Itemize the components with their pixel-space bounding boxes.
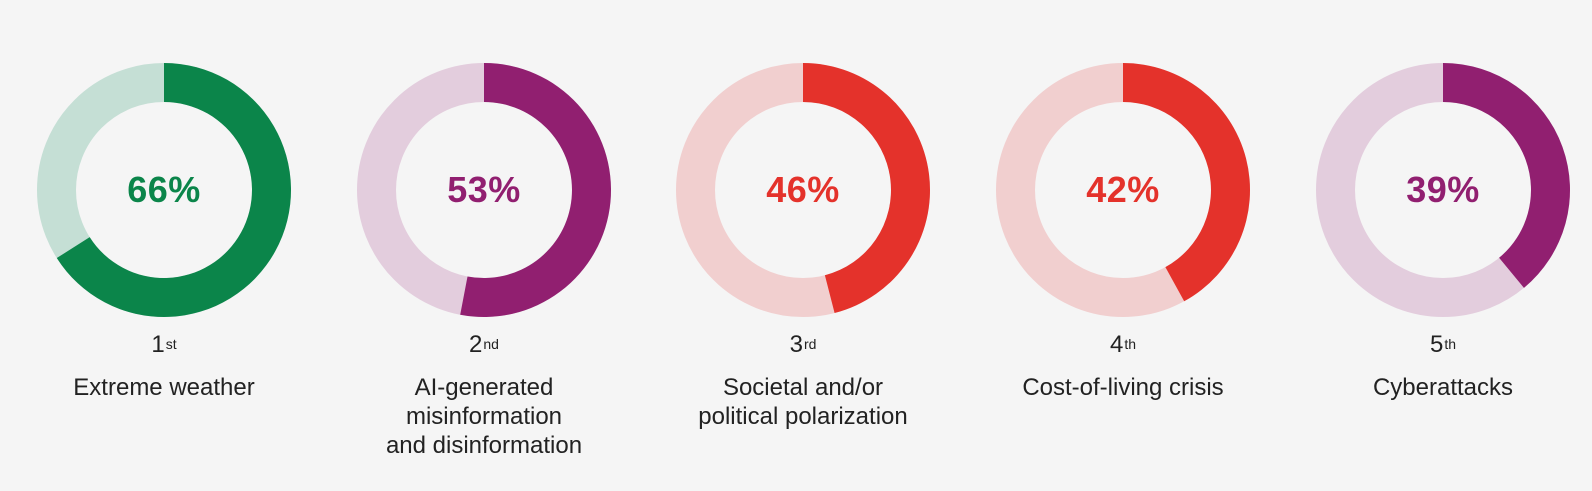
rank-label-2: 2nd [324, 330, 644, 360]
rank-number-1: 1 [151, 331, 165, 358]
donut-arc-1 [56, 63, 291, 317]
donut-arc-4 [1123, 63, 1250, 302]
risk-item-2: 53% 2nd AI-generated misinformation and … [324, 60, 644, 460]
risk-name-1: Extreme weather [73, 374, 255, 401]
rank-label-3: 3rd [643, 330, 963, 360]
risk-item-3: 46% 3rd Societal and/or political polari… [643, 60, 963, 431]
rank-suffix-1: st [165, 336, 177, 352]
rank-label-1: 1st [4, 330, 324, 360]
rank-label-5: 5th [1283, 330, 1592, 360]
percentage-label-3: 46% [766, 169, 840, 210]
risk-name-2: AI-generated misinformation and disinfor… [385, 374, 583, 459]
donut-chart-5: 39% [1313, 60, 1573, 320]
donut-arc-5 [1443, 63, 1570, 288]
donut-svg-2 [357, 63, 611, 317]
rank-suffix-2: nd [483, 336, 499, 352]
rank-number-5: 5 [1429, 331, 1444, 358]
risk-name-4: Cost-of-living crisis [1022, 374, 1224, 401]
rank-suffix-3: rd [803, 336, 817, 352]
donut-chart-3: 46% [673, 60, 933, 320]
rank-number-2: 2 [469, 331, 483, 358]
donut-svg-1 [37, 63, 291, 317]
rank-suffix-5: th [1444, 336, 1457, 352]
donut-chart-2: 53% [354, 60, 614, 320]
donut-svg-3 [676, 63, 930, 317]
risk-item-4: 42% 4th Cost-of-living crisis [963, 60, 1283, 402]
risk-name-5: Cyberattacks [1372, 374, 1514, 401]
rank-label-4: 4th [963, 330, 1283, 360]
rank-number-3: 3 [789, 331, 803, 358]
risk-item-1: 66% 1st Extreme weather [4, 60, 324, 402]
donut-arc-2 [460, 63, 611, 317]
rank-number-4: 4 [1109, 331, 1124, 358]
donut-svg-4 [996, 63, 1250, 317]
donut-chart-4: 42% [993, 60, 1253, 320]
percentage-label-5: 39% [1406, 169, 1480, 210]
percentage-label-4: 42% [1086, 169, 1160, 210]
risk-name-3: Societal and/or political polarization [698, 374, 908, 430]
percentage-label-1: 66% [127, 169, 201, 210]
percentage-label-2: 53% [447, 169, 521, 210]
donut-arc-3 [803, 63, 930, 314]
donut-svg-5 [1316, 63, 1570, 317]
rank-suffix-4: th [1124, 336, 1137, 352]
donut-chart-1: 66% [34, 60, 294, 320]
risk-item-5: 39% 5th Cyberattacks [1283, 60, 1592, 402]
